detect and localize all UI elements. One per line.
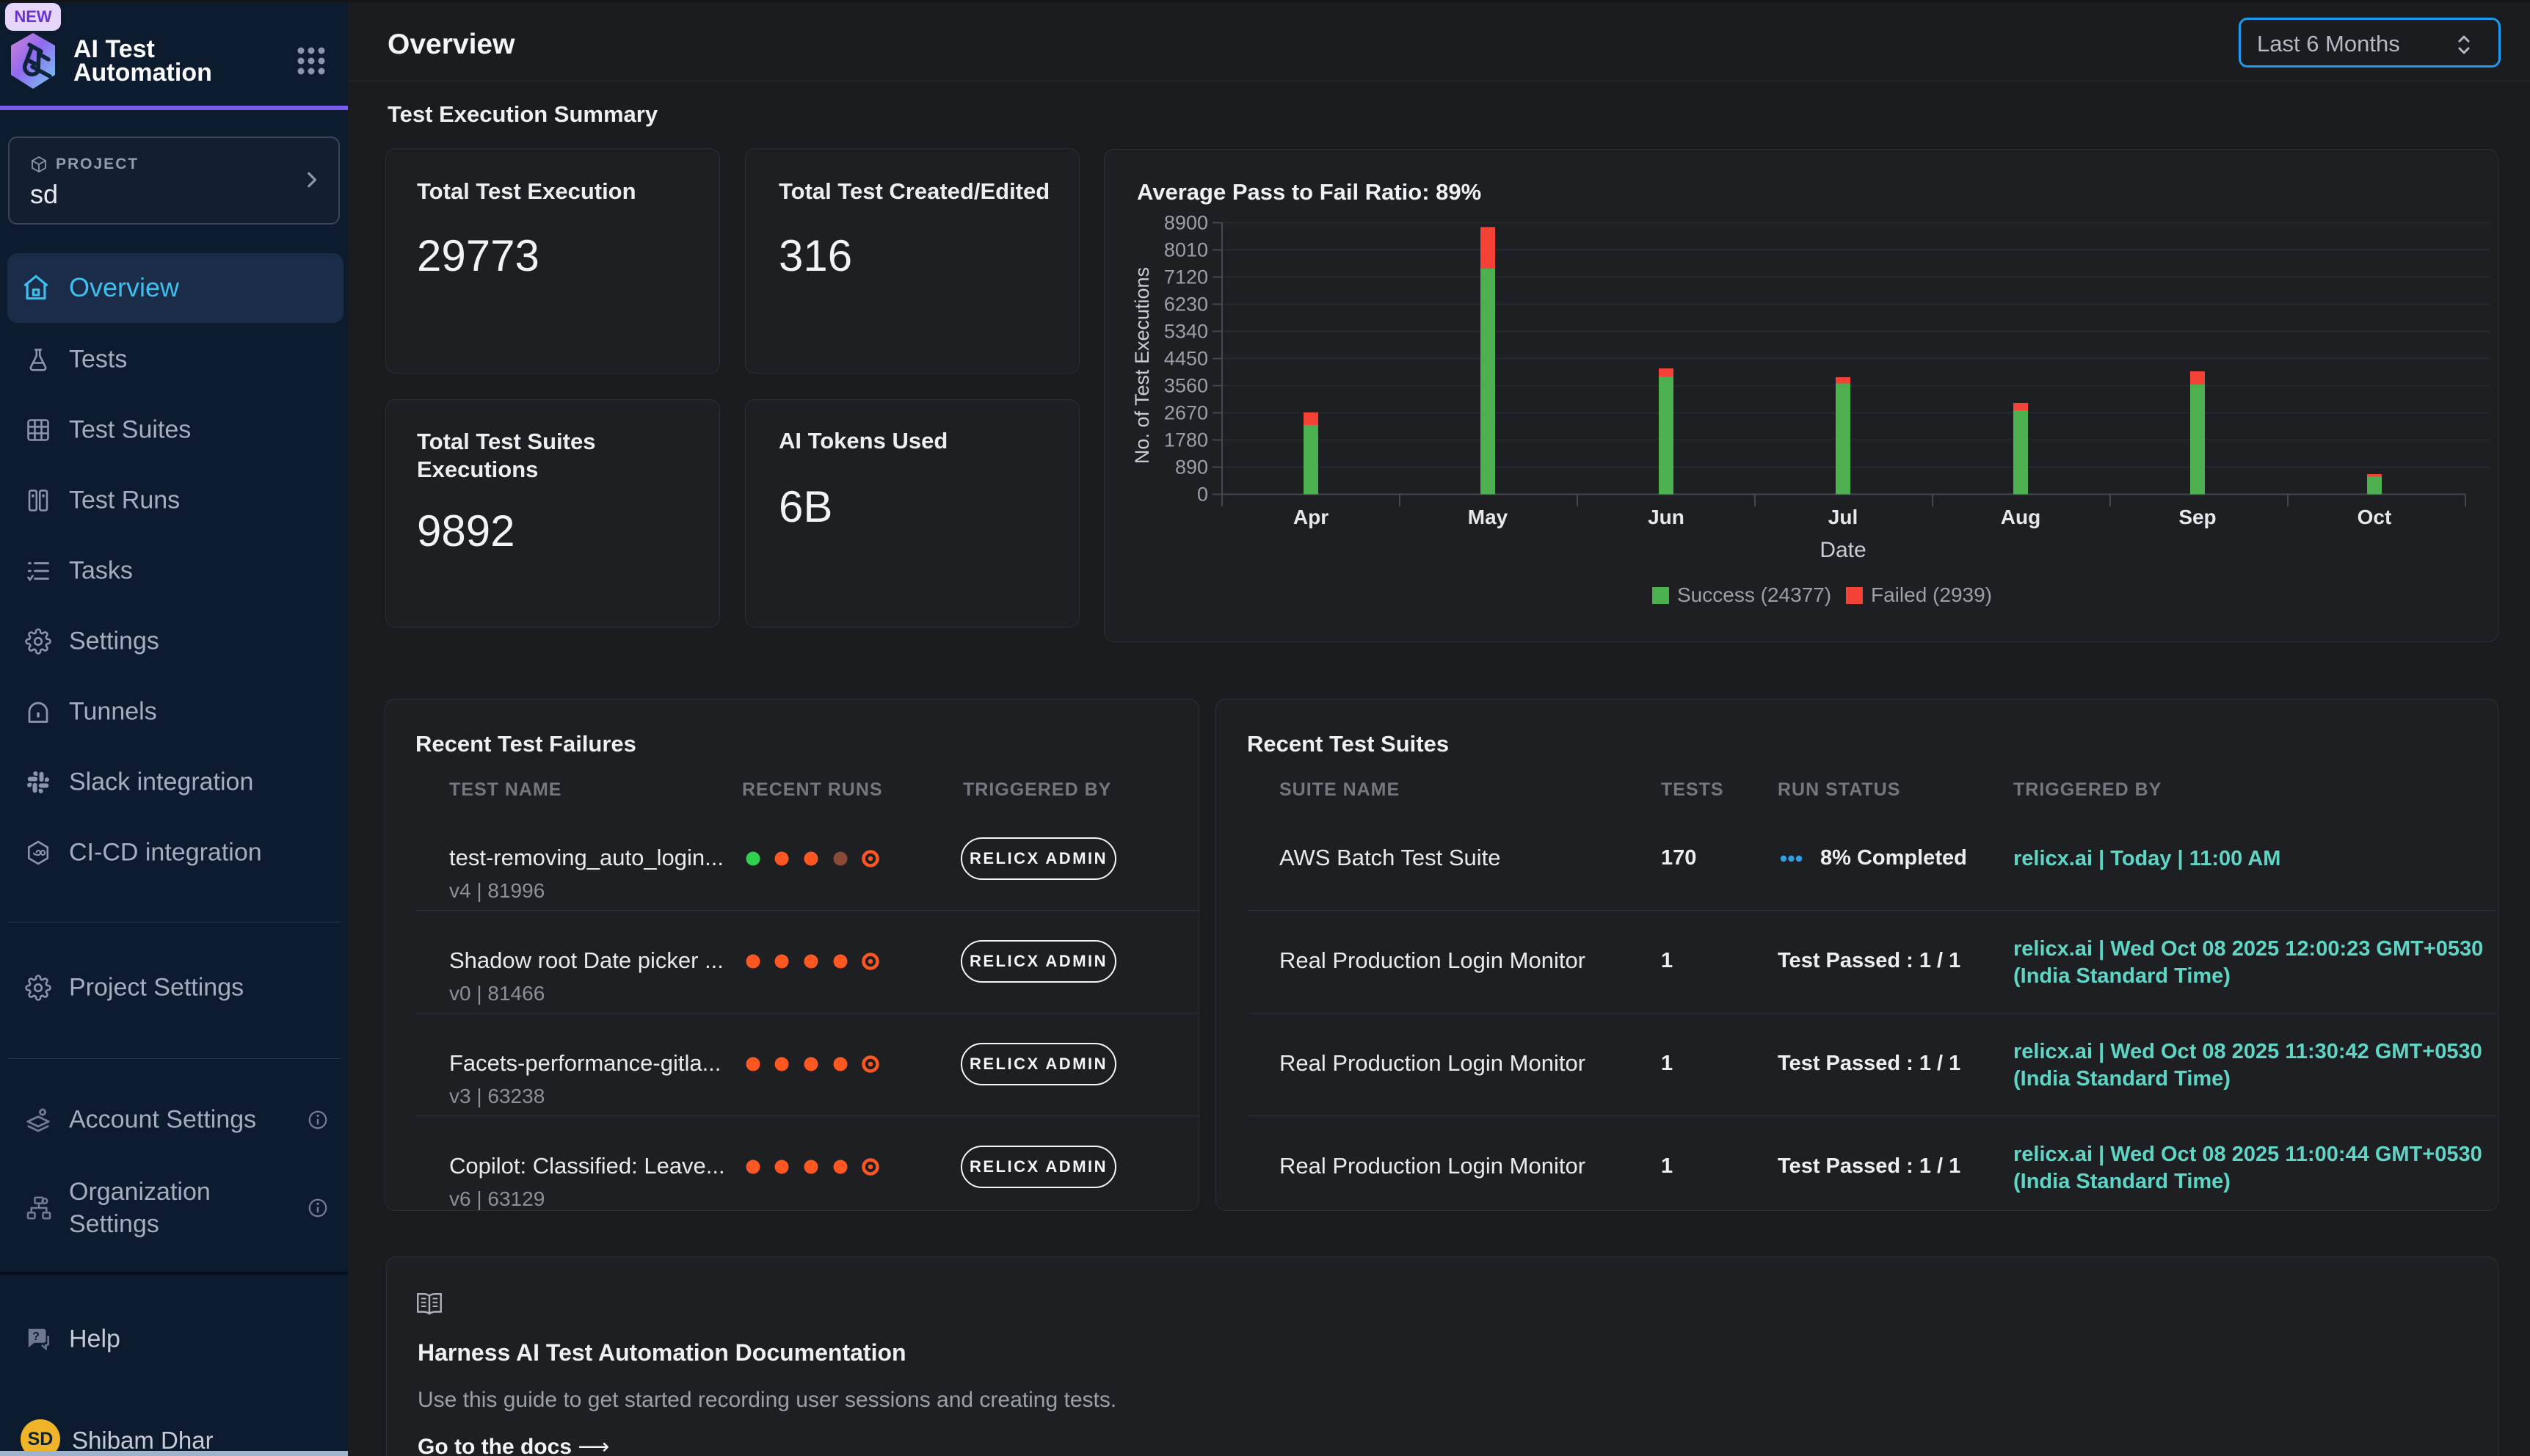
- svg-text:No. of Test Executions: No. of Test Executions: [1131, 267, 1153, 464]
- svg-text:3560: 3560: [1164, 375, 1208, 397]
- svg-text:8010: 8010: [1164, 239, 1208, 261]
- svg-text:Aug: Aug: [2001, 506, 2040, 528]
- svg-text:Apr: Apr: [1293, 506, 1328, 528]
- svg-text:6230: 6230: [1164, 294, 1208, 316]
- svg-text:?: ?: [32, 1331, 40, 1343]
- svg-text:890: 890: [1175, 456, 1208, 478]
- svg-text:0: 0: [1197, 484, 1208, 506]
- svg-text:Failed (2939): Failed (2939): [1871, 583, 1992, 606]
- svg-text:May: May: [1468, 506, 1508, 528]
- svg-text:Date: Date: [1820, 538, 1866, 562]
- svg-text:Sep: Sep: [2178, 506, 2216, 528]
- svg-text:Oct: Oct: [2358, 506, 2392, 528]
- svg-text:8900: 8900: [1164, 212, 1208, 234]
- svg-text:Jun: Jun: [1648, 506, 1684, 528]
- svg-text:2670: 2670: [1164, 402, 1208, 424]
- svg-text:Success (24377): Success (24377): [1677, 583, 1831, 606]
- svg-text:5340: 5340: [1164, 321, 1208, 343]
- svg-text:4450: 4450: [1164, 348, 1208, 370]
- svg-text:1780: 1780: [1164, 429, 1208, 451]
- svg-text:Jul: Jul: [1828, 506, 1858, 528]
- svg-text:7120: 7120: [1164, 266, 1208, 288]
